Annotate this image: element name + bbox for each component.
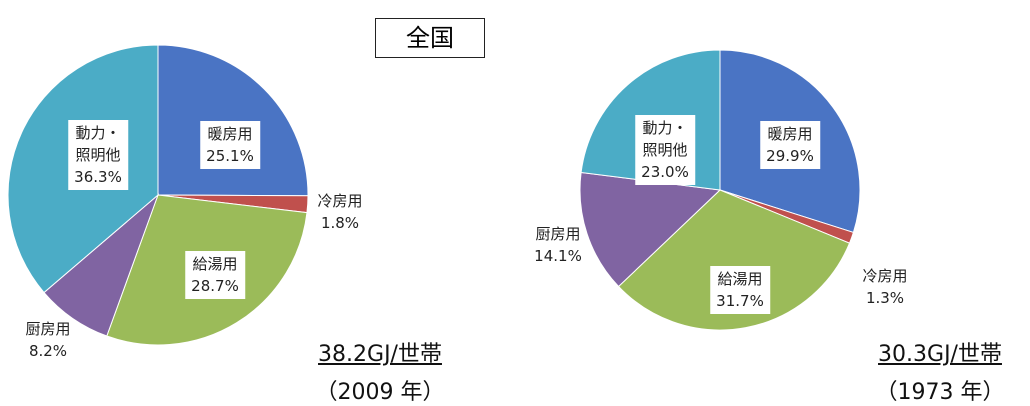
slice-label: 暖房用 25.1% xyxy=(200,121,260,169)
slice-label: 給湯用 31.7% xyxy=(710,266,770,314)
category-label: 給湯用 xyxy=(717,270,763,288)
category-label: 厨房用 xyxy=(25,320,71,338)
value-label: 28.7% xyxy=(191,277,239,295)
category-label: 冷房用 xyxy=(862,267,908,285)
value-label: 36.3% xyxy=(74,168,122,186)
pie-slice xyxy=(617,189,851,331)
category-label: 給湯用 xyxy=(192,255,238,273)
value-label: 8.2% xyxy=(28,342,68,360)
subtitle: 38.2GJ/世帯 xyxy=(318,342,442,367)
slice-label: 動力・照明他 23.0% xyxy=(635,115,695,185)
value-label: 31.7% xyxy=(716,292,764,310)
value-label: 1.3% xyxy=(865,289,905,307)
pie-slice xyxy=(157,44,309,197)
slice-label: 冷房用 1.3% xyxy=(860,265,910,309)
value-label: 1.8% xyxy=(320,214,360,232)
value-label: 29.9% xyxy=(766,147,814,165)
title: 全国 xyxy=(375,18,485,58)
slice-label: 動力・照明他 36.3% xyxy=(68,120,128,190)
value-label: 25.1% xyxy=(206,147,254,165)
value-label: 14.1% xyxy=(534,247,582,265)
category-label: 暖房用 xyxy=(767,125,813,143)
slice-label: 厨房用 14.1% xyxy=(533,223,583,267)
category-label: 冷房用 xyxy=(317,192,363,210)
slice-label: 給湯用 28.7% xyxy=(185,251,245,299)
category-label: 厨房用 xyxy=(535,225,581,243)
value-label: 23.0% xyxy=(641,163,689,181)
slice-label: 厨房用 8.2% xyxy=(23,318,73,362)
slice-label: 冷房用 1.8% xyxy=(315,190,365,234)
category-label: 暖房用 xyxy=(207,125,253,143)
pie-slice xyxy=(579,171,722,288)
category-label: 動力・照明他 xyxy=(75,124,121,164)
caption: （2009 年） xyxy=(315,380,445,405)
caption: （1973 年） xyxy=(875,380,1005,405)
slice-label: 暖房用 29.9% xyxy=(760,121,820,169)
subtitle: 30.3GJ/世帯 xyxy=(878,342,1002,367)
category-label: 動力・照明他 xyxy=(642,119,688,159)
